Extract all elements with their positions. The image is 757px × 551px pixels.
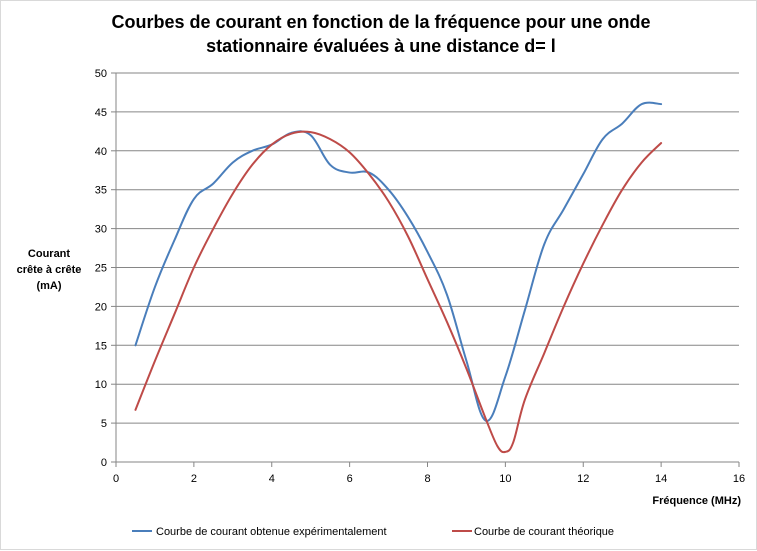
y-axis-label-line-3: (mA) [36,280,61,292]
x-tick-label: 12 [577,473,589,485]
y-tick-label: 30 [95,224,107,236]
y-tick-label: 0 [101,457,107,469]
y-tick-label: 35 [95,185,107,197]
x-tick-label: 2 [191,473,197,485]
y-tick-label: 25 [95,263,107,275]
x-tick-label: 6 [347,473,353,485]
legend: Courbe de courant obtenue expérimentalem… [132,526,614,538]
x-tick-label: 4 [269,473,275,485]
y-tick-label: 10 [95,379,107,391]
grid-layer [116,72,739,463]
legend-label-experimental: Courbe de courant obtenue expérimentalem… [156,526,387,538]
y-axis-label-line-2: crête à crête [17,264,82,276]
chart-title-line-2: stationnaire évaluées à une distance d= … [206,36,556,56]
x-tick-label: 14 [655,473,667,485]
x-tick-label: 0 [113,473,119,485]
x-tick-label: 16 [733,473,745,485]
chart-title-line-1: Courbes de courant en fonction de la fré… [111,12,650,32]
series-layer [134,101,663,454]
y-tick-label: 20 [95,301,107,313]
axis-layer: 0 5 10 15 20 25 30 35 40 45 50 0 2 4 6 8 10 12 14 16 [95,68,745,485]
series-line-experimental [134,101,663,422]
y-tick-label: 5 [101,418,107,430]
y-tick-label: 45 [95,107,107,119]
x-axis-label: Fréquence (MHz) [652,495,741,507]
y-tick-label: 50 [95,68,107,80]
series-line-theoretical [134,130,663,454]
legend-label-theoretical: Courbe de courant théorique [474,526,614,538]
x-tick-label: 8 [424,473,430,485]
y-tick-label: 40 [95,146,107,158]
x-tick-label: 10 [499,473,511,485]
y-tick-label: 15 [95,340,107,352]
y-axis-label-line-1: Courant [28,248,71,260]
